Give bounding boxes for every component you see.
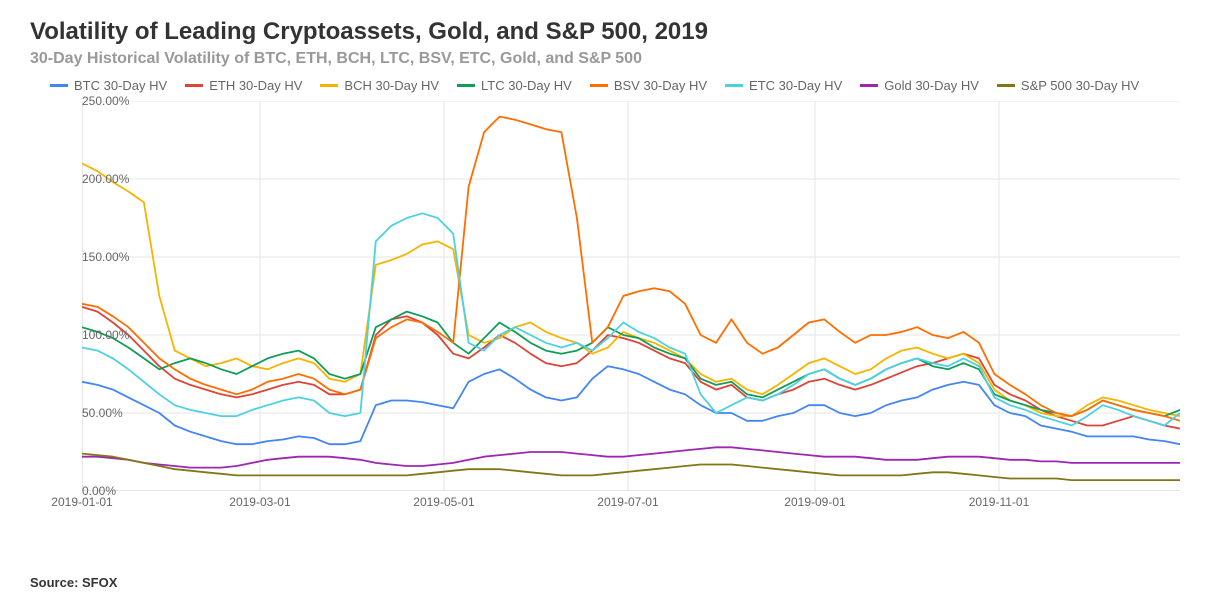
legend-item: S&P 500 30-Day HV xyxy=(997,78,1139,93)
x-tick-label: 2019-01-01 xyxy=(51,495,112,509)
plot-area xyxy=(82,101,1180,491)
legend-label: Gold 30-Day HV xyxy=(884,78,979,93)
legend-label: LTC 30-Day HV xyxy=(481,78,572,93)
legend: BTC 30-Day HV ETH 30-Day HV BCH 30-Day HV L… xyxy=(30,78,1190,93)
legend-swatch xyxy=(320,84,338,87)
legend-swatch xyxy=(725,84,743,87)
legend-label: BSV 30-Day HV xyxy=(614,78,707,93)
legend-label: BTC 30-Day HV xyxy=(74,78,167,93)
x-tick-label: 2019-07-01 xyxy=(597,495,658,509)
legend-swatch xyxy=(50,84,68,87)
legend-item: BTC 30-Day HV xyxy=(50,78,167,93)
legend-item: BSV 30-Day HV xyxy=(590,78,707,93)
legend-swatch xyxy=(860,84,878,87)
legend-swatch xyxy=(457,84,475,87)
legend-swatch xyxy=(590,84,608,87)
legend-label: ETC 30-Day HV xyxy=(749,78,842,93)
legend-swatch xyxy=(997,84,1015,87)
source-label: Source: SFOX xyxy=(30,575,117,590)
legend-item: Gold 30-Day HV xyxy=(860,78,979,93)
chart-svg xyxy=(82,101,1180,491)
legend-label: BCH 30-Day HV xyxy=(344,78,439,93)
legend-item: ETH 30-Day HV xyxy=(185,78,302,93)
legend-item: BCH 30-Day HV xyxy=(320,78,439,93)
x-tick-label: 2019-11-01 xyxy=(969,495,1030,509)
legend-label: ETH 30-Day HV xyxy=(209,78,302,93)
legend-swatch xyxy=(185,84,203,87)
x-tick-label: 2019-05-01 xyxy=(413,495,474,509)
x-tick-label: 2019-09-01 xyxy=(784,495,845,509)
legend-label: S&P 500 30-Day HV xyxy=(1021,78,1139,93)
x-tick-label: 2019-03-01 xyxy=(229,495,290,509)
legend-item: ETC 30-Day HV xyxy=(725,78,842,93)
chart-area: 0.00%50.00%100.00%150.00%200.00%250.00%2… xyxy=(30,101,1180,511)
chart-subtitle: 30-Day Historical Volatility of BTC, ETH… xyxy=(30,50,1190,68)
chart-title: Volatility of Leading Cryptoassets, Gold… xyxy=(30,18,1190,46)
legend-item: LTC 30-Day HV xyxy=(457,78,572,93)
